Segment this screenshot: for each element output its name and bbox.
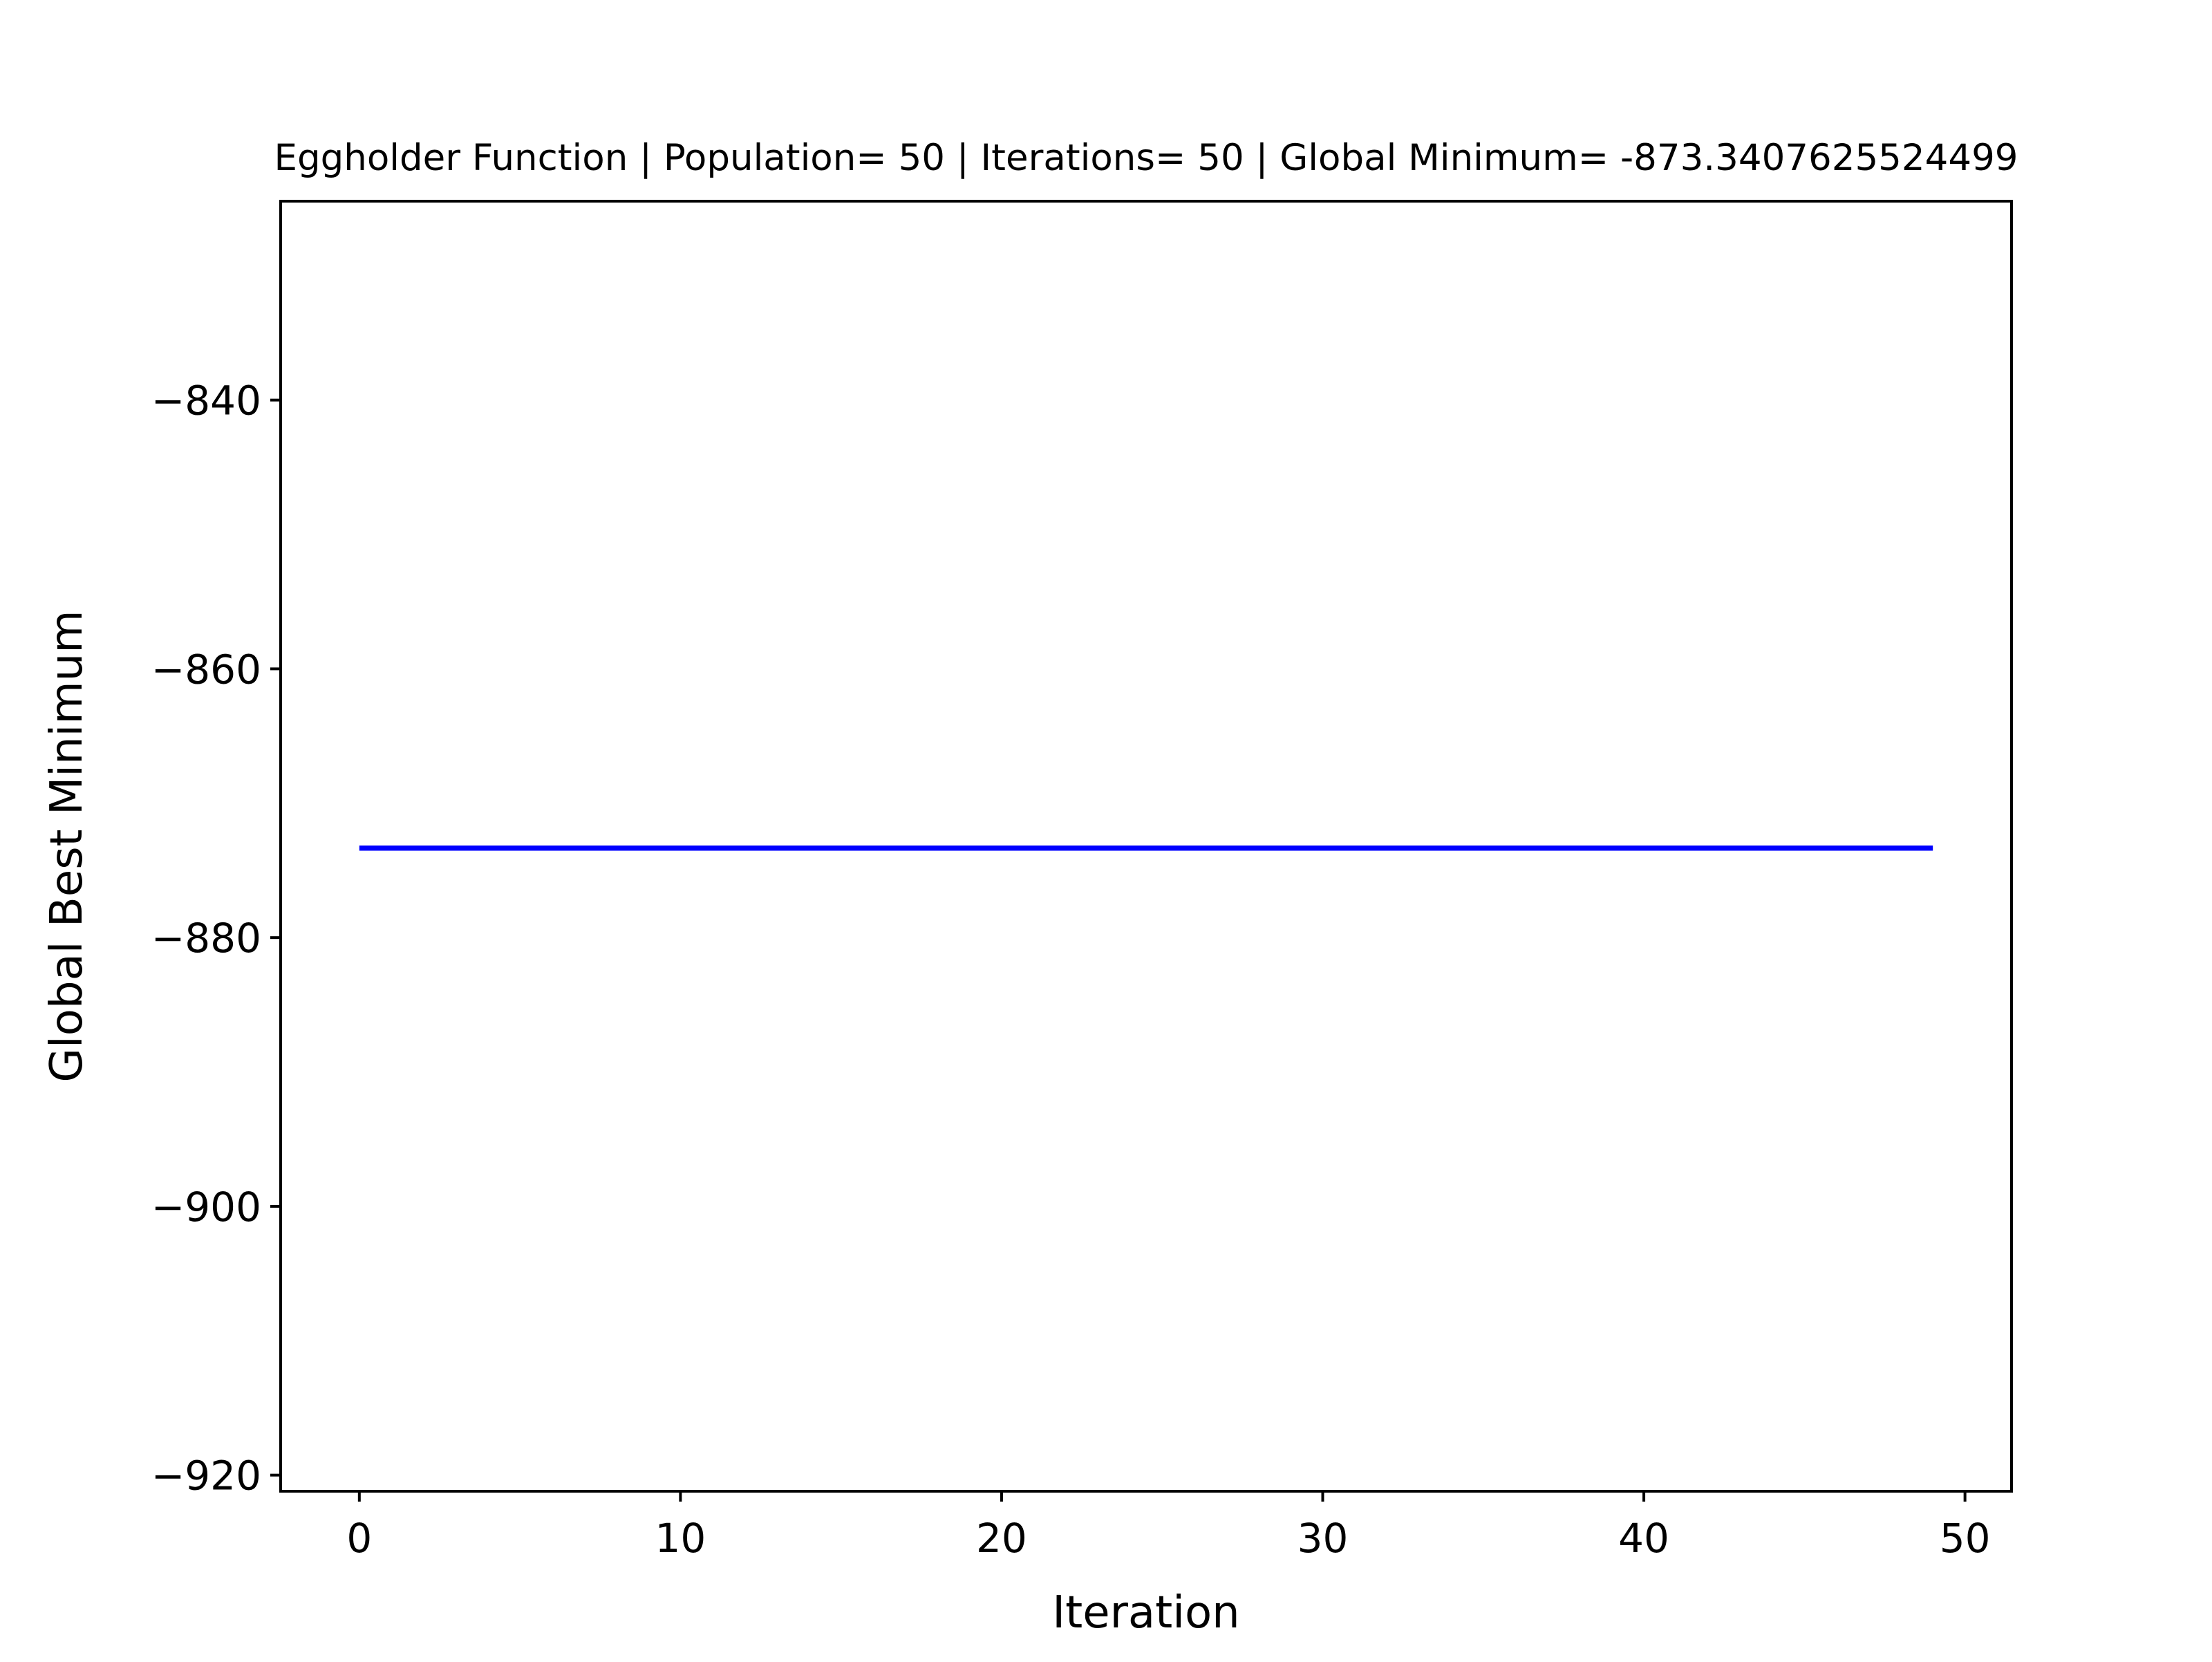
plot-area-frame bbox=[279, 200, 2013, 1493]
y-axis-ticks: −840 −860 −880 −900 −920 bbox=[151, 377, 281, 1500]
x-tick-label: 40 bbox=[1618, 1515, 1669, 1562]
y-tick-label: −920 bbox=[151, 1453, 261, 1500]
y-tick-label: −860 bbox=[151, 646, 261, 693]
y-tick-label: −840 bbox=[151, 377, 261, 424]
x-tick-label: 20 bbox=[976, 1515, 1027, 1562]
x-tick-label: 10 bbox=[655, 1515, 706, 1562]
x-tick-label: 0 bbox=[346, 1515, 372, 1562]
chart-title: Eggholder Function | Population= 50 | It… bbox=[274, 137, 2018, 179]
y-tick-label: −900 bbox=[151, 1184, 261, 1231]
y-axis-label: Global Best Minimum bbox=[41, 610, 93, 1082]
x-tick-label: 30 bbox=[1297, 1515, 1349, 1562]
x-axis-ticks: 0 10 20 30 40 50 bbox=[346, 1491, 1991, 1562]
x-axis-label: Iteration bbox=[1052, 1587, 1239, 1638]
y-tick-label: −880 bbox=[151, 915, 261, 962]
x-tick-label: 50 bbox=[1940, 1515, 1991, 1562]
